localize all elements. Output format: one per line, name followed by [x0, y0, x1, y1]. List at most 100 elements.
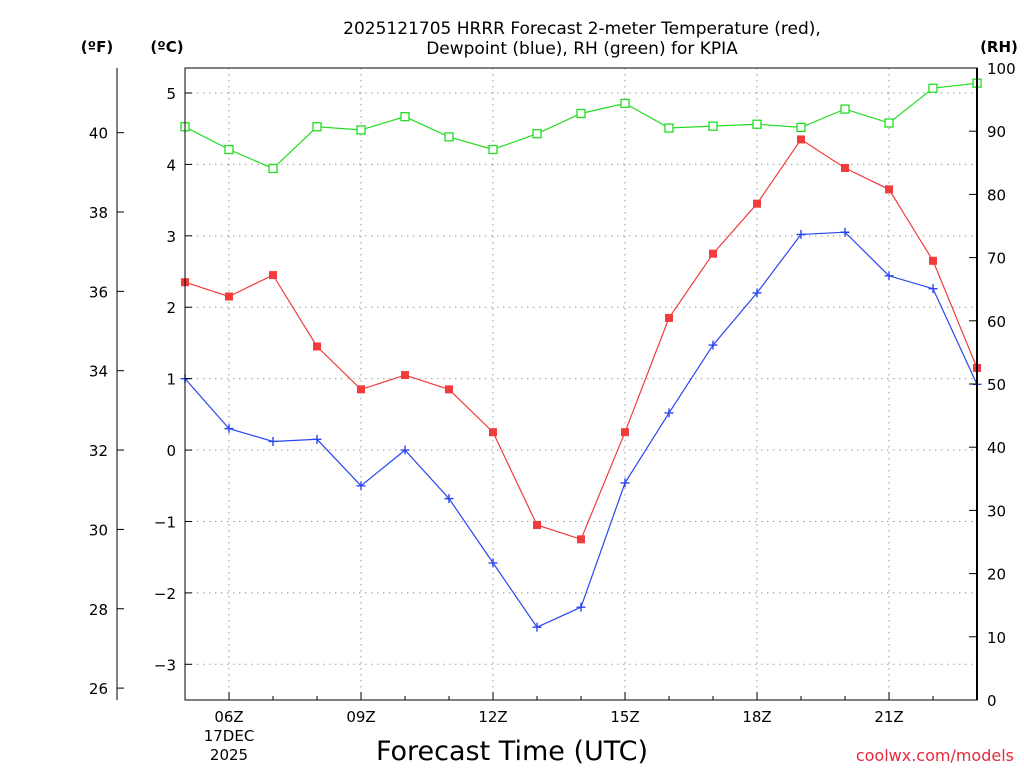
2-meter-temperature-point	[445, 385, 453, 394]
fahrenheit-tick-label: 38	[89, 204, 108, 222]
celsius-tick-label: 0	[166, 442, 176, 460]
x-tick-sublabel: 17DEC	[204, 727, 255, 745]
rh-point	[400, 112, 410, 122]
dewpoint-point	[708, 340, 718, 350]
2-meter-temperature-line	[184, 138, 978, 541]
celsius-tick-label: 3	[166, 228, 176, 246]
rh-point	[576, 108, 586, 119]
axes	[116, 67, 978, 701]
fahrenheit-tick-label: 34	[89, 363, 108, 381]
x-tick-label: 06Z	[214, 708, 243, 726]
chart-title-line-2: Dewpoint (blue), RH (green) for KPIA	[426, 39, 738, 59]
rh-point	[752, 119, 762, 129]
dewpoint-point	[532, 622, 542, 632]
dewpoint-point	[620, 478, 630, 488]
2-meter-temperature-point	[577, 535, 585, 544]
2-meter-temperature-point	[489, 428, 497, 437]
rh-point	[224, 144, 234, 155]
rh-tick-label: 100	[987, 60, 1016, 78]
2-meter-temperature-point	[885, 185, 893, 194]
celsius-tick-label: 4	[166, 156, 176, 174]
rh-point	[268, 163, 278, 174]
rh-unit-label: (RH)	[980, 38, 1018, 56]
2-meter-temperature-point	[313, 342, 321, 351]
series-layer	[180, 78, 982, 632]
x-tick-label: 18Z	[742, 708, 771, 726]
grid-lines	[185, 68, 977, 700]
dewpoint-point	[488, 558, 498, 568]
fahrenheit-tick-label: 40	[89, 125, 108, 143]
fahrenheit-tick-label: 26	[89, 680, 108, 698]
2-meter-temperature-point	[709, 249, 717, 258]
dewpoint-point	[400, 445, 410, 455]
2-meter-temperature-point	[225, 292, 233, 301]
rh-tick-label: 60	[987, 313, 1006, 331]
rh-point	[884, 118, 894, 128]
2-meter-temperature-point	[401, 371, 409, 380]
rh-point	[796, 122, 806, 133]
rh-tick-label: 40	[987, 439, 1006, 457]
rh-point	[532, 129, 542, 139]
2-meter-temperature-point	[753, 199, 761, 208]
rh-tick-label: 30	[987, 502, 1006, 520]
x-tick-label: 15Z	[610, 708, 639, 726]
rh-point	[356, 125, 366, 135]
rh-tick-label: 10	[987, 629, 1006, 647]
dewpoint-point	[752, 288, 762, 298]
rh-point	[840, 104, 850, 114]
fahrenheit-tick-label: 30	[89, 521, 108, 539]
rh-tick-label: 70	[987, 250, 1006, 268]
2-meter-temperature-point	[357, 385, 365, 394]
rh-point	[928, 83, 938, 93]
rh-tick-label: 0	[987, 692, 997, 710]
2-meter-temperature-point	[665, 313, 673, 322]
celsius-tick-label: −2	[154, 585, 176, 603]
celsius-tick-label: 2	[166, 299, 176, 317]
dewpoint-point	[224, 424, 234, 434]
rh-point	[488, 144, 498, 155]
rh-line	[184, 82, 978, 170]
dewpoint-point	[840, 227, 850, 237]
fahrenheit-tick-label: 32	[89, 442, 108, 460]
dewpoint-point	[928, 284, 938, 294]
2-meter-temperature-point	[929, 256, 937, 265]
dewpoint-point	[576, 602, 586, 612]
fahrenheit-tick-label: 28	[89, 601, 108, 619]
dewpoint-point	[356, 481, 366, 491]
rh-point	[444, 132, 454, 142]
dewpoint-line	[184, 231, 978, 628]
celsius-tick-label: −1	[154, 513, 176, 531]
credit-text: coolwx.com/models	[856, 746, 1014, 765]
celsius-tick-label: −3	[154, 656, 176, 674]
fahrenheit-tick-label: 36	[89, 283, 108, 301]
x-tick-label: 12Z	[478, 708, 507, 726]
dewpoint-point	[664, 408, 674, 418]
2-meter-temperature-point	[841, 163, 849, 172]
rh-tick-label: 90	[987, 123, 1006, 141]
rh-point	[708, 121, 718, 131]
rh-tick-label: 50	[987, 376, 1006, 394]
x-tick-label: 09Z	[346, 708, 375, 726]
x-tick-label: 21Z	[874, 708, 903, 726]
dewpoint-point	[796, 229, 806, 239]
rh-point	[620, 98, 630, 109]
rh-point	[664, 123, 674, 133]
dewpoint-point	[312, 434, 322, 444]
celsius-unit-label: (ºC)	[150, 38, 183, 56]
dewpoint-point	[268, 436, 278, 446]
x-tick-sublabel: 2025	[210, 746, 248, 764]
2-meter-temperature-point	[533, 521, 541, 530]
dewpoint-point	[444, 494, 454, 504]
dewpoint-point	[884, 271, 894, 281]
rh-tick-label: 80	[987, 186, 1006, 204]
chart-title-line-1: 2025121705 HRRR Forecast 2-meter Tempera…	[343, 19, 821, 39]
celsius-tick-label: 1	[166, 371, 176, 389]
rh-point	[312, 122, 322, 132]
celsius-tick-label: 5	[166, 85, 176, 103]
fahrenheit-unit-label: (ºF)	[81, 38, 113, 56]
2-meter-temperature-point	[621, 428, 629, 437]
rh-tick-label: 20	[987, 566, 1006, 584]
2-meter-temperature-point	[269, 271, 277, 280]
